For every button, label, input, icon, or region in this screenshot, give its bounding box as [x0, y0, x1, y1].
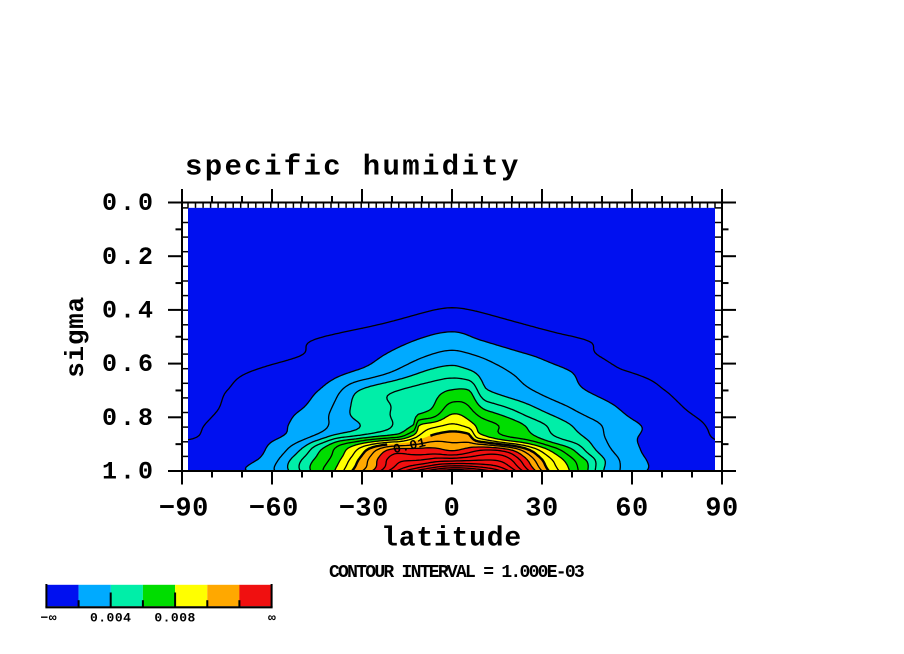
svg-text:∞: ∞	[268, 610, 276, 625]
svg-text:0.6: 0.6	[102, 350, 156, 379]
svg-text:90: 90	[705, 495, 738, 525]
svg-text:specific humidity: specific humidity	[185, 151, 521, 184]
svg-text:CONTOUR INTERVAL = 1.000E-03: CONTOUR INTERVAL = 1.000E-03	[329, 563, 584, 583]
svg-text:0.004: 0.004	[90, 610, 132, 625]
svg-text:1.0: 1.0	[102, 458, 156, 487]
svg-text:60: 60	[615, 495, 648, 525]
svg-text:0.4: 0.4	[102, 297, 156, 326]
svg-text:30: 30	[525, 495, 558, 525]
svg-text:0.8: 0.8	[102, 404, 156, 433]
svg-text:−90: −90	[159, 495, 209, 525]
svg-text:0.01: 0.01	[392, 435, 428, 457]
svg-text:0.2: 0.2	[102, 243, 156, 272]
svg-text:−∞: −∞	[40, 610, 57, 625]
svg-text:sigma: sigma	[61, 296, 91, 378]
svg-text:0.0: 0.0	[102, 189, 156, 218]
svg-text:0: 0	[444, 495, 461, 525]
svg-text:latitude: latitude	[381, 523, 522, 554]
svg-text:−30: −30	[339, 495, 389, 525]
svg-text:−60: −60	[249, 495, 299, 525]
svg-text:0.008: 0.008	[154, 610, 196, 625]
